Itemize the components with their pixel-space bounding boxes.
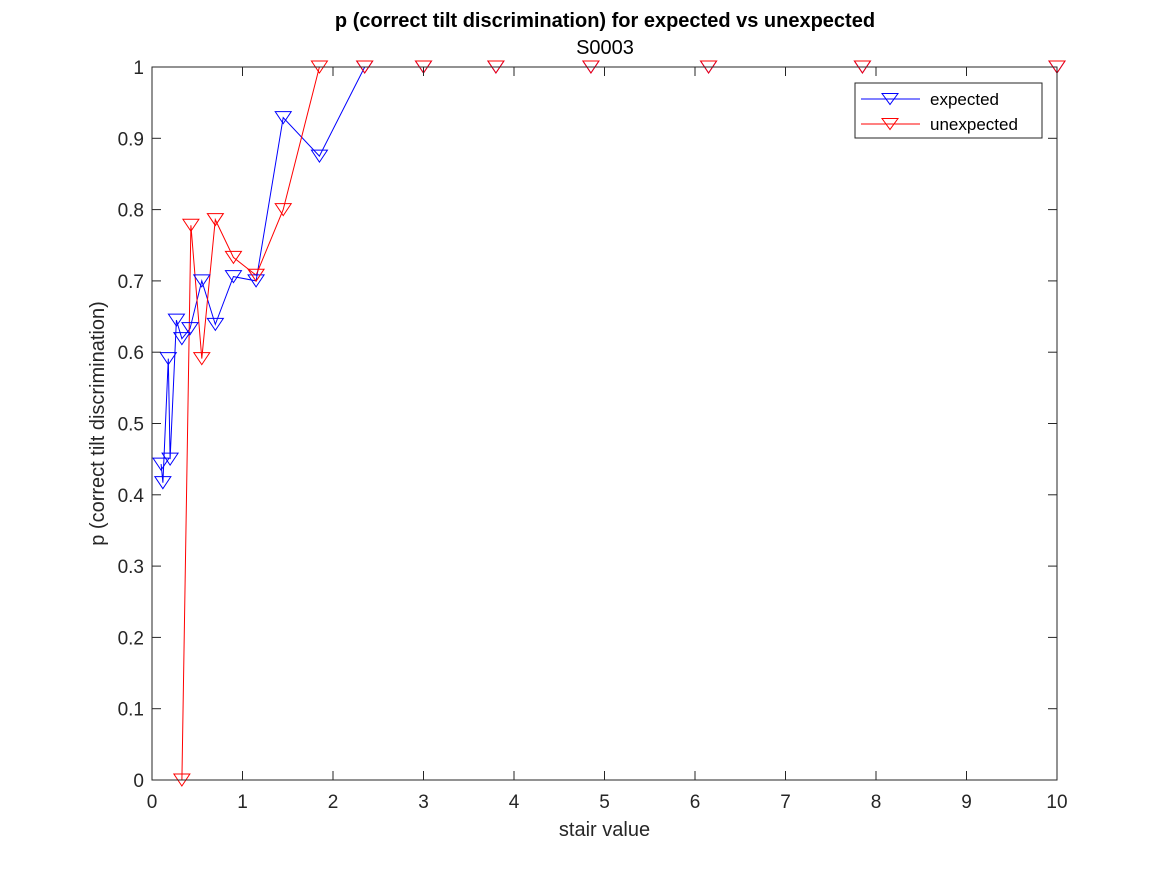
data-point-unexpected [206,213,225,227]
plot-area [152,67,1057,780]
y-tick-label: 1 [133,58,144,79]
data-point-unexpected [224,250,243,265]
x-axis-label: stair value [559,819,650,841]
y-tick-label: 0.1 [118,700,144,721]
x-tick-label: 6 [690,792,701,813]
x-tick-label: 8 [871,792,882,813]
y-tick-label: 0.8 [118,201,144,222]
data-point-expected [247,274,266,288]
data-point-unexpected [181,218,200,233]
data-point-expected [167,313,186,328]
x-tick-label: 0 [147,792,158,813]
x-tick-label: 3 [418,792,429,813]
y-tick-label: 0.5 [118,415,144,436]
x-tick-label: 4 [509,792,520,813]
y-tick-label: 0.6 [118,343,144,364]
x-tick-label: 2 [328,792,339,813]
data-point-unexpected [247,268,266,283]
data-point-expected [181,322,199,336]
data-point-expected [159,352,178,366]
data-point-expected [206,317,225,332]
y-tick-label: 0.7 [118,272,144,293]
y-axis-label: p (correct tilt discrimination) [87,301,109,546]
data-point-unexpected [274,203,293,217]
y-tick-label: 0.3 [118,557,144,578]
data-point-expected [310,149,329,164]
data-point-expected [161,452,180,467]
legend-label-expected: expected [930,90,999,109]
y-tick-label: 0.2 [118,628,144,649]
x-tick-label: 10 [1046,792,1067,813]
data-point-expected [172,332,191,346]
data-point-expected [274,111,293,125]
data-point-expected [152,457,170,472]
legend: expected unexpected [854,82,1043,139]
x-tick-labels: 0 1 2 3 4 5 6 7 8 9 10 [147,792,1068,813]
y-tick-label: 0.4 [118,486,145,507]
legend-marker-expected [881,93,899,106]
chart-title: p (correct tilt discrimination) for expe… [335,10,875,32]
chart-subtitle: S0003 [576,37,634,59]
y-tick-labels: 0 0.1 0.2 0.3 0.4 0.5 0.6 0.7 0.8 0.9 1 [118,58,145,792]
data-point-unexpected [192,352,211,366]
data-point-expected [192,274,211,288]
data-point-expected [224,270,243,284]
legend-box [854,82,1043,139]
legend-marker-unexpected [881,118,899,131]
x-tick-label: 5 [599,792,610,813]
legend-label-unexpected: unexpected [930,115,1018,134]
x-tick-label: 9 [961,792,972,813]
y-tick-label: 0 [133,771,144,792]
y-tick-label: 0.9 [118,129,144,150]
x-tick-label: 1 [237,792,248,813]
axis-ticks [151,66,1058,781]
data-point-expected [153,476,172,490]
x-tick-label: 7 [780,792,791,813]
